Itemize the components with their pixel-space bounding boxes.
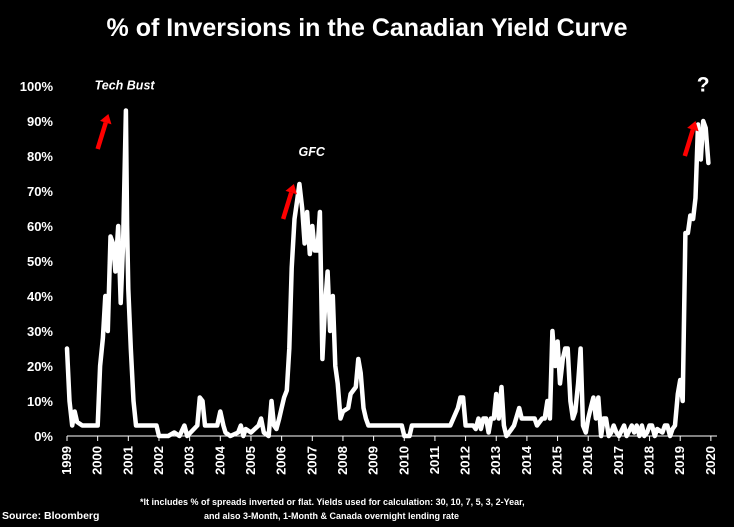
y-tick-label: 30%: [27, 324, 53, 339]
x-tick-label: 2015: [550, 446, 565, 475]
x-tick-label: 2001: [120, 446, 135, 475]
y-tick-label: 40%: [27, 289, 53, 304]
source-label: Source: Bloomberg: [2, 510, 100, 522]
annotation-gfc: GFC: [298, 145, 325, 159]
x-tick-label: 2010: [396, 446, 411, 475]
x-tick-label: 2011: [427, 446, 442, 474]
y-tick-label: 10%: [27, 394, 53, 409]
x-tick-label: 2003: [182, 446, 197, 475]
chart-title: % of Inversions in the Canadian Yield Cu…: [106, 14, 628, 42]
x-tick-label: 2002: [151, 446, 166, 475]
x-tick-label: 2019: [672, 446, 687, 475]
x-tick-label: 2012: [458, 446, 473, 475]
y-tick-label: 20%: [27, 359, 53, 374]
y-tick-label: 80%: [27, 149, 53, 164]
annotation-question-mark: ?: [697, 73, 710, 96]
red-arrow-icon: [682, 121, 699, 157]
x-tick-label: 2006: [274, 446, 289, 475]
x-tick-label: 2017: [611, 446, 626, 475]
series-line-0: [64, 108, 711, 439]
annotation-tech-bust: Tech Bust: [95, 79, 156, 93]
red-arrow-icon: [281, 184, 297, 220]
x-tick-label: 2020: [703, 446, 718, 475]
x-tick-label: 2000: [90, 446, 105, 475]
footnote-line-1: *It includes % of spreads inverted or fl…: [140, 497, 525, 507]
x-tick-label: 1999: [59, 446, 74, 475]
x-tick-label: 2005: [243, 446, 258, 475]
y-tick-label: 50%: [27, 254, 53, 269]
x-tick-label: 2014: [519, 445, 534, 475]
x-tick-label: 2004: [212, 445, 227, 475]
footnote-line-2: and also 3-Month, 1-Month & Canada overn…: [204, 511, 460, 521]
y-tick-label: 100%: [20, 79, 54, 94]
red-arrow-icon: [95, 114, 112, 150]
y-tick-label: 60%: [27, 219, 53, 234]
y-tick-label: 70%: [27, 184, 53, 199]
x-tick-label: 2016: [580, 446, 595, 475]
x-tick-label: 2013: [488, 446, 503, 475]
x-tick-label: 2008: [335, 446, 350, 475]
x-tick-label: 2009: [366, 446, 381, 475]
x-tick-label: 2018: [642, 446, 657, 475]
y-tick-label: 90%: [27, 114, 53, 129]
x-tick-label: 2007: [304, 446, 319, 475]
y-tick-label: 0%: [34, 429, 53, 444]
